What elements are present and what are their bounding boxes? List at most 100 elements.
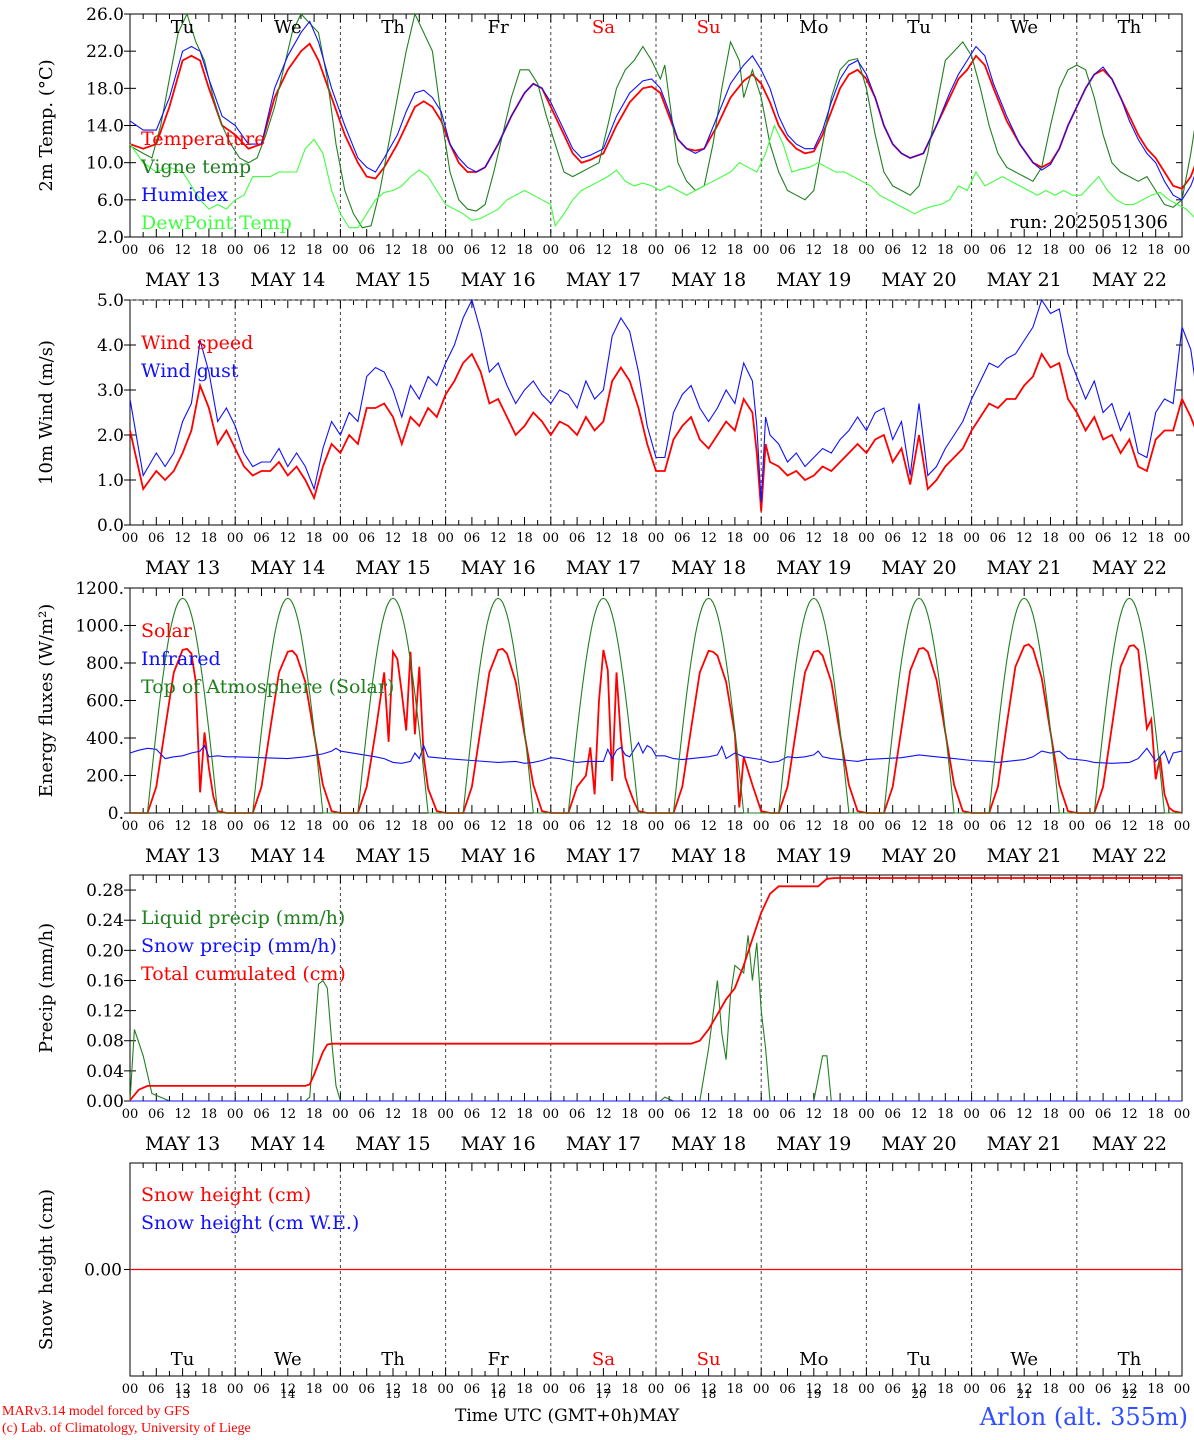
x-hour-label: 06 [358,531,375,546]
y-tick-label: 800. [86,654,124,674]
x-hour-label: 18 [411,1107,428,1122]
x-hour-label: 00 [1174,819,1191,834]
x-hour-label: 06 [990,1382,1007,1397]
station-name: Arlon (alt. 355m) [979,1403,1188,1431]
x-hour-label: 18 [201,819,218,834]
x-hour-label: 12 [700,1107,717,1122]
x-hour-label: 12 [1016,243,1033,258]
x-hour-label: 00 [332,1382,349,1397]
x-hour-label: 18 [621,819,638,834]
x-date-label: MAY 17 [566,557,641,579]
x-hour-label: 00 [858,1107,875,1122]
day-number: 15 [385,1387,400,1401]
x-date-label: MAY 13 [145,269,220,291]
x-hour-label: 18 [727,1382,744,1397]
time-axis-text: Time UTC (GMT+0h) [455,1406,640,1426]
x-hour-label: 00 [963,819,980,834]
x-hour-label: 18 [306,1107,323,1122]
x-hour-label: 00 [963,1382,980,1397]
day-name-top: Su [697,17,721,38]
x-hour-label: 18 [516,1382,533,1397]
x-hour-label: 12 [490,1382,507,1397]
day-name-bottom: Mo [799,1349,828,1370]
y-tick-label: 0.00 [86,1092,124,1112]
x-date-label: MAY 16 [461,845,536,867]
x-hour-label: 06 [569,531,586,546]
legend-entry: Liquid precip (mm/h) [141,907,345,929]
day-name-bottom: Tu [907,1349,931,1370]
x-date-label: MAY 18 [671,845,746,867]
x-hour-label: 12 [806,531,823,546]
x-hour-label: 12 [174,243,191,258]
x-hour-label: 12 [806,1382,823,1397]
x-hour-label: 00 [753,531,770,546]
series-line-wind-gust [129,298,1194,503]
x-hour-label: 06 [253,243,270,258]
x-hour-label: 00 [227,531,244,546]
day-name-bottom: Fr [488,1349,509,1370]
x-hour-label: 00 [1069,819,1086,834]
x-hour-label: 18 [201,243,218,258]
run-label: run: 2025051306 [1010,212,1168,233]
x-hour-label: 00 [1069,531,1086,546]
day-name-top: Sa [592,17,615,38]
x-hour-label: 00 [227,1107,244,1122]
x-hour-label: 00 [648,819,665,834]
legend-entry: Wind speed [141,332,253,354]
x-hour-label: 00 [1174,531,1191,546]
x-hour-label: 18 [1147,1382,1164,1397]
x-date-label: MAY 21 [987,845,1062,867]
x-hour-label: 06 [990,243,1007,258]
day-name-bottom: Th [1118,1349,1142,1370]
x-hour-label: 00 [963,1107,980,1122]
x-hour-label: 18 [516,531,533,546]
x-date-label: MAY 14 [250,845,325,867]
x-date-label: MAY 15 [355,269,430,291]
y-tick-label: 0.0 [97,516,124,536]
x-hour-label: 12 [595,243,612,258]
x-hour-label: 00 [1174,1382,1191,1397]
x-hour-label: 06 [674,531,691,546]
x-hour-label: 18 [411,819,428,834]
x-hour-label: 12 [174,1382,191,1397]
x-hour-label: 12 [280,1382,297,1397]
x-hour-label: 18 [832,243,849,258]
day-name-top: Mo [799,17,828,38]
x-hour-label: 12 [700,819,717,834]
x-hour-label: 12 [174,531,191,546]
x-hour-label: 06 [779,1382,796,1397]
y-tick-label: 2.0 [97,426,124,446]
x-hour-label: 12 [1121,1382,1138,1397]
x-hour-label: 00 [858,819,875,834]
day-number: 22 [1122,1387,1137,1401]
x-hour-label: 12 [1016,1382,1033,1397]
x-hour-label: 06 [253,531,270,546]
x-hour-label: 18 [306,243,323,258]
x-hour-label: 12 [700,243,717,258]
x-hour-label: 06 [779,819,796,834]
day-name-bottom: Th [381,1349,405,1370]
x-hour-label: 06 [990,531,1007,546]
x-hour-label: 00 [753,1107,770,1122]
x-date-label: MAY 16 [461,1133,536,1155]
time-axis-label: Time UTC (GMT+0h)MAY [455,1406,679,1426]
x-hour-label: 12 [280,531,297,546]
x-hour-label: 18 [1042,531,1059,546]
x-hour-label: 06 [884,1107,901,1122]
x-hour-label: 00 [648,1382,665,1397]
x-hour-label: 12 [911,243,928,258]
x-hour-label: 18 [727,819,744,834]
x-hour-label: 12 [806,243,823,258]
y-axis-label: Precip (mm/h) [36,923,57,1053]
x-date-label: MAY 18 [671,557,746,579]
x-hour-label: 00 [437,819,454,834]
x-date-label: MAY 20 [881,1133,956,1155]
x-hour-label: 18 [727,243,744,258]
x-hour-label: 12 [280,1107,297,1122]
x-hour-label: 00 [437,1382,454,1397]
x-hour-label: 00 [437,243,454,258]
day-number: 21 [1017,1387,1032,1401]
x-hour-label: 00 [227,819,244,834]
x-hour-label: 00 [543,1382,560,1397]
x-hour-label: 18 [516,819,533,834]
